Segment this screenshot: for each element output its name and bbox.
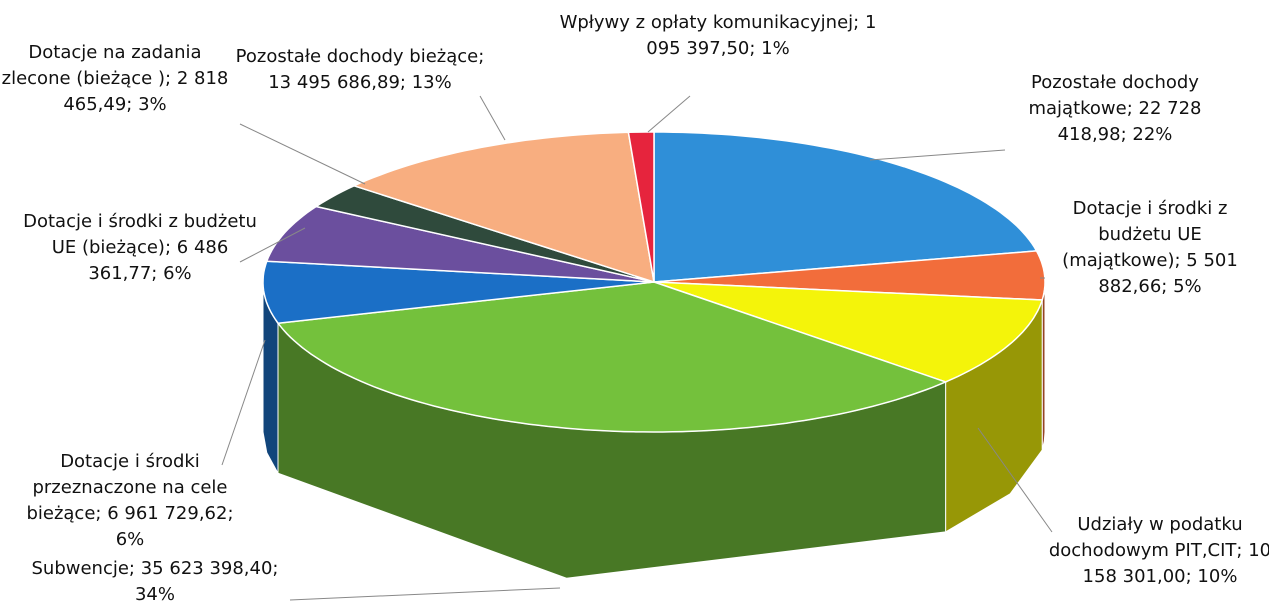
data-label: Dotacje i środki przeznaczone na cele bi… [10,449,250,553]
separator: ; [1236,540,1243,561]
data-label: Dotacje na zadania zlecone (bieżące ); 2… [0,40,235,118]
data-label: Pozostałe dochody majątkowe; 22 728 418,… [1000,70,1230,148]
leader-line [239,227,306,263]
label-percent: 6% [163,263,192,284]
leader-line [977,427,1053,533]
label-name: Pozostałe dochody majątkowe [1028,72,1199,119]
label-name: Pozostałe dochody bieżące [235,46,479,67]
leader-line [239,123,366,185]
separator: ; [478,46,485,67]
separator: ; [95,503,102,524]
label-name: Udziały w podatku dochodowym PIT,CIT [1048,514,1243,561]
separator: ; [853,12,860,33]
separator: ; [1161,276,1168,297]
separator: ; [1126,98,1133,119]
label-value: 2 818 465,49 [63,68,229,115]
label-value: 6 486 361,77 [88,237,229,284]
label-value: 22 728 418,98 [1057,98,1202,145]
slice [653,281,1044,383]
label-value: 13 495 686,89 [268,72,400,93]
separator: ; [1174,250,1181,271]
separator: ; [128,558,135,579]
slice [265,205,655,283]
label-value: 10 158 301,00 [1082,540,1269,587]
leader-line [869,149,1006,161]
label-value: 6 961 729,62 [107,503,228,524]
label-percent: 13% [411,72,452,93]
data-label: Udziały w podatku dochodowym PIT,CIT; 10… [1040,512,1269,590]
label-value: 5 501 882,66 [1098,250,1238,297]
separator: ; [399,72,406,93]
slice [352,131,655,284]
separator: ; [227,503,234,524]
label-name: Dotacje i środki z budżetu UE (majątkowe… [1062,198,1228,271]
separator: ; [1185,566,1192,587]
label-name: Dotacje na zadania zlecone (bieżące ) [1,42,202,89]
slice [276,281,948,433]
separator: ; [126,94,133,115]
label-name: Wpływy z opłaty komunikacyjnej [559,12,854,33]
separator: ; [164,237,172,258]
label-name: Subwencje [31,558,129,579]
label-name: Dotacje i środki z budżetu UE (bieżące) [23,211,257,258]
separator: ; [749,38,756,59]
slice [627,131,655,283]
slice [314,184,655,283]
label-percent: 34% [134,584,175,605]
label-percent: 5% [1173,276,1202,297]
separator: ; [1120,124,1127,145]
label-value: 35 623 398,40 [140,558,273,579]
label-name: Dotacje i środki przeznaczone na cele bi… [26,451,228,524]
label-percent: 6% [115,529,145,550]
label-percent: 22% [1132,124,1173,145]
leader-line [289,587,561,601]
slice [262,260,655,324]
slice [653,250,1046,301]
label-percent: 10% [1197,566,1238,587]
label-percent: 3% [138,94,167,115]
label-value: 1 095 397,50 [646,12,877,59]
separator: ; [272,558,279,579]
data-label: Subwencje; 35 623 398,40; 34% [30,556,280,608]
data-label: Dotacje i środki z budżetu UE (majątkowe… [1045,196,1255,300]
leader-line [479,95,506,141]
data-label: Dotacje i środki z budżetu UE (bieżące);… [15,209,265,287]
label-percent: 1% [761,38,790,59]
data-label: Pozostałe dochody bieżące; 13 495 686,89… [230,44,490,96]
leader-line [647,95,691,133]
data-label: Wpływy z opłaty komunikacyjnej; 1 095 39… [553,10,883,62]
leader-line [221,339,266,466]
separator: ; [165,68,172,89]
separator: ; [151,263,158,284]
slice [653,131,1038,283]
